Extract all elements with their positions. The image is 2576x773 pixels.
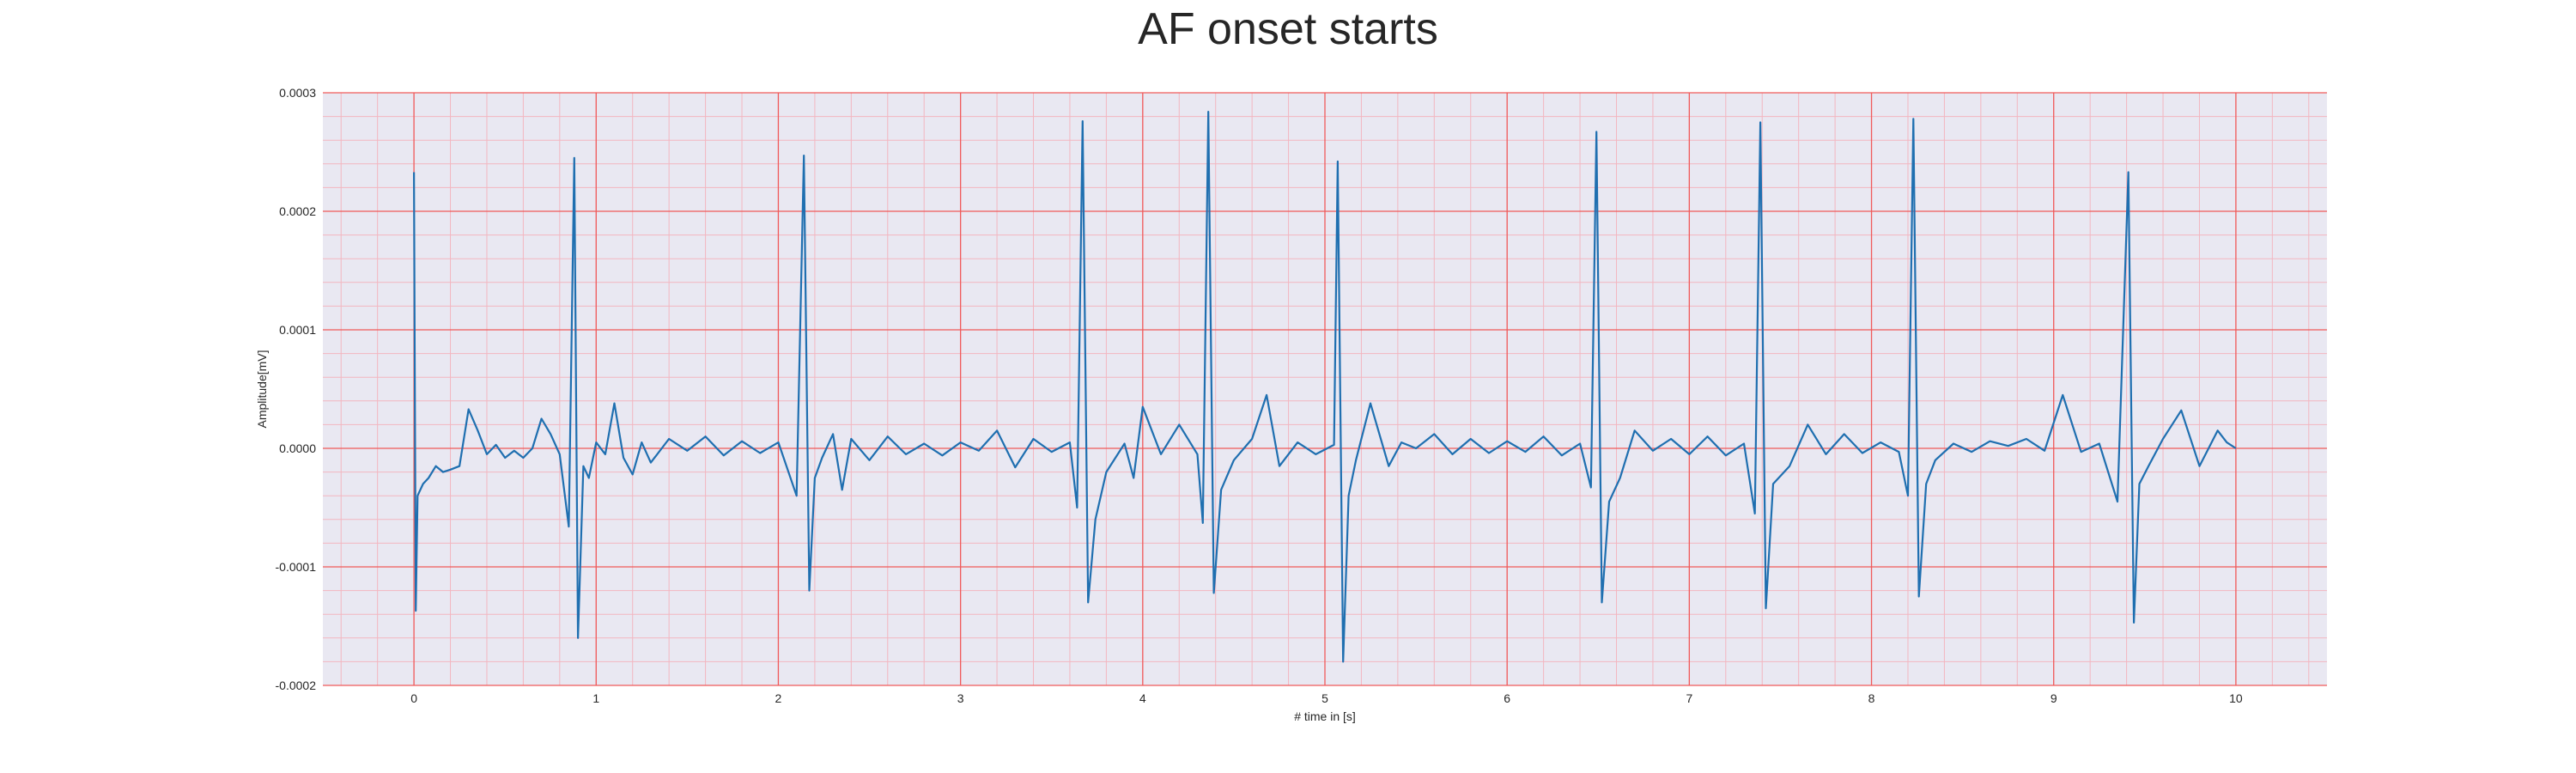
x-tick-label: 9: [2050, 691, 2057, 705]
x-axis-ticks: 0 1 2 3 4 5 6 7 8 9 10: [410, 691, 2243, 705]
y-tick-label: 0.0003: [279, 86, 316, 100]
x-tick-label: 1: [592, 691, 599, 705]
x-tick-label: 5: [1321, 691, 1328, 705]
x-axis-label: # time in [s]: [1294, 709, 1356, 723]
y-tick-label: -0.0002: [276, 679, 317, 692]
x-tick-label: 4: [1139, 691, 1146, 705]
y-tick-label: 0.0000: [279, 441, 316, 455]
x-tick-label: 7: [1686, 691, 1692, 705]
y-tick-label: -0.0001: [276, 560, 317, 574]
x-tick-label: 2: [775, 691, 782, 705]
x-tick-label: 0: [410, 691, 417, 705]
x-tick-label: 8: [1868, 691, 1875, 705]
y-tick-label: 0.0001: [279, 323, 316, 337]
y-tick-label: 0.0002: [279, 204, 316, 218]
y-axis-ticks: -0.0002 -0.0001 0.0000 0.0001 0.0002 0.0003: [276, 86, 317, 692]
x-tick-label: 3: [957, 691, 964, 705]
x-tick-label: 6: [1504, 691, 1510, 705]
y-axis-label: Amplitude[mV]: [255, 350, 269, 428]
x-tick-label: 10: [2229, 691, 2243, 705]
